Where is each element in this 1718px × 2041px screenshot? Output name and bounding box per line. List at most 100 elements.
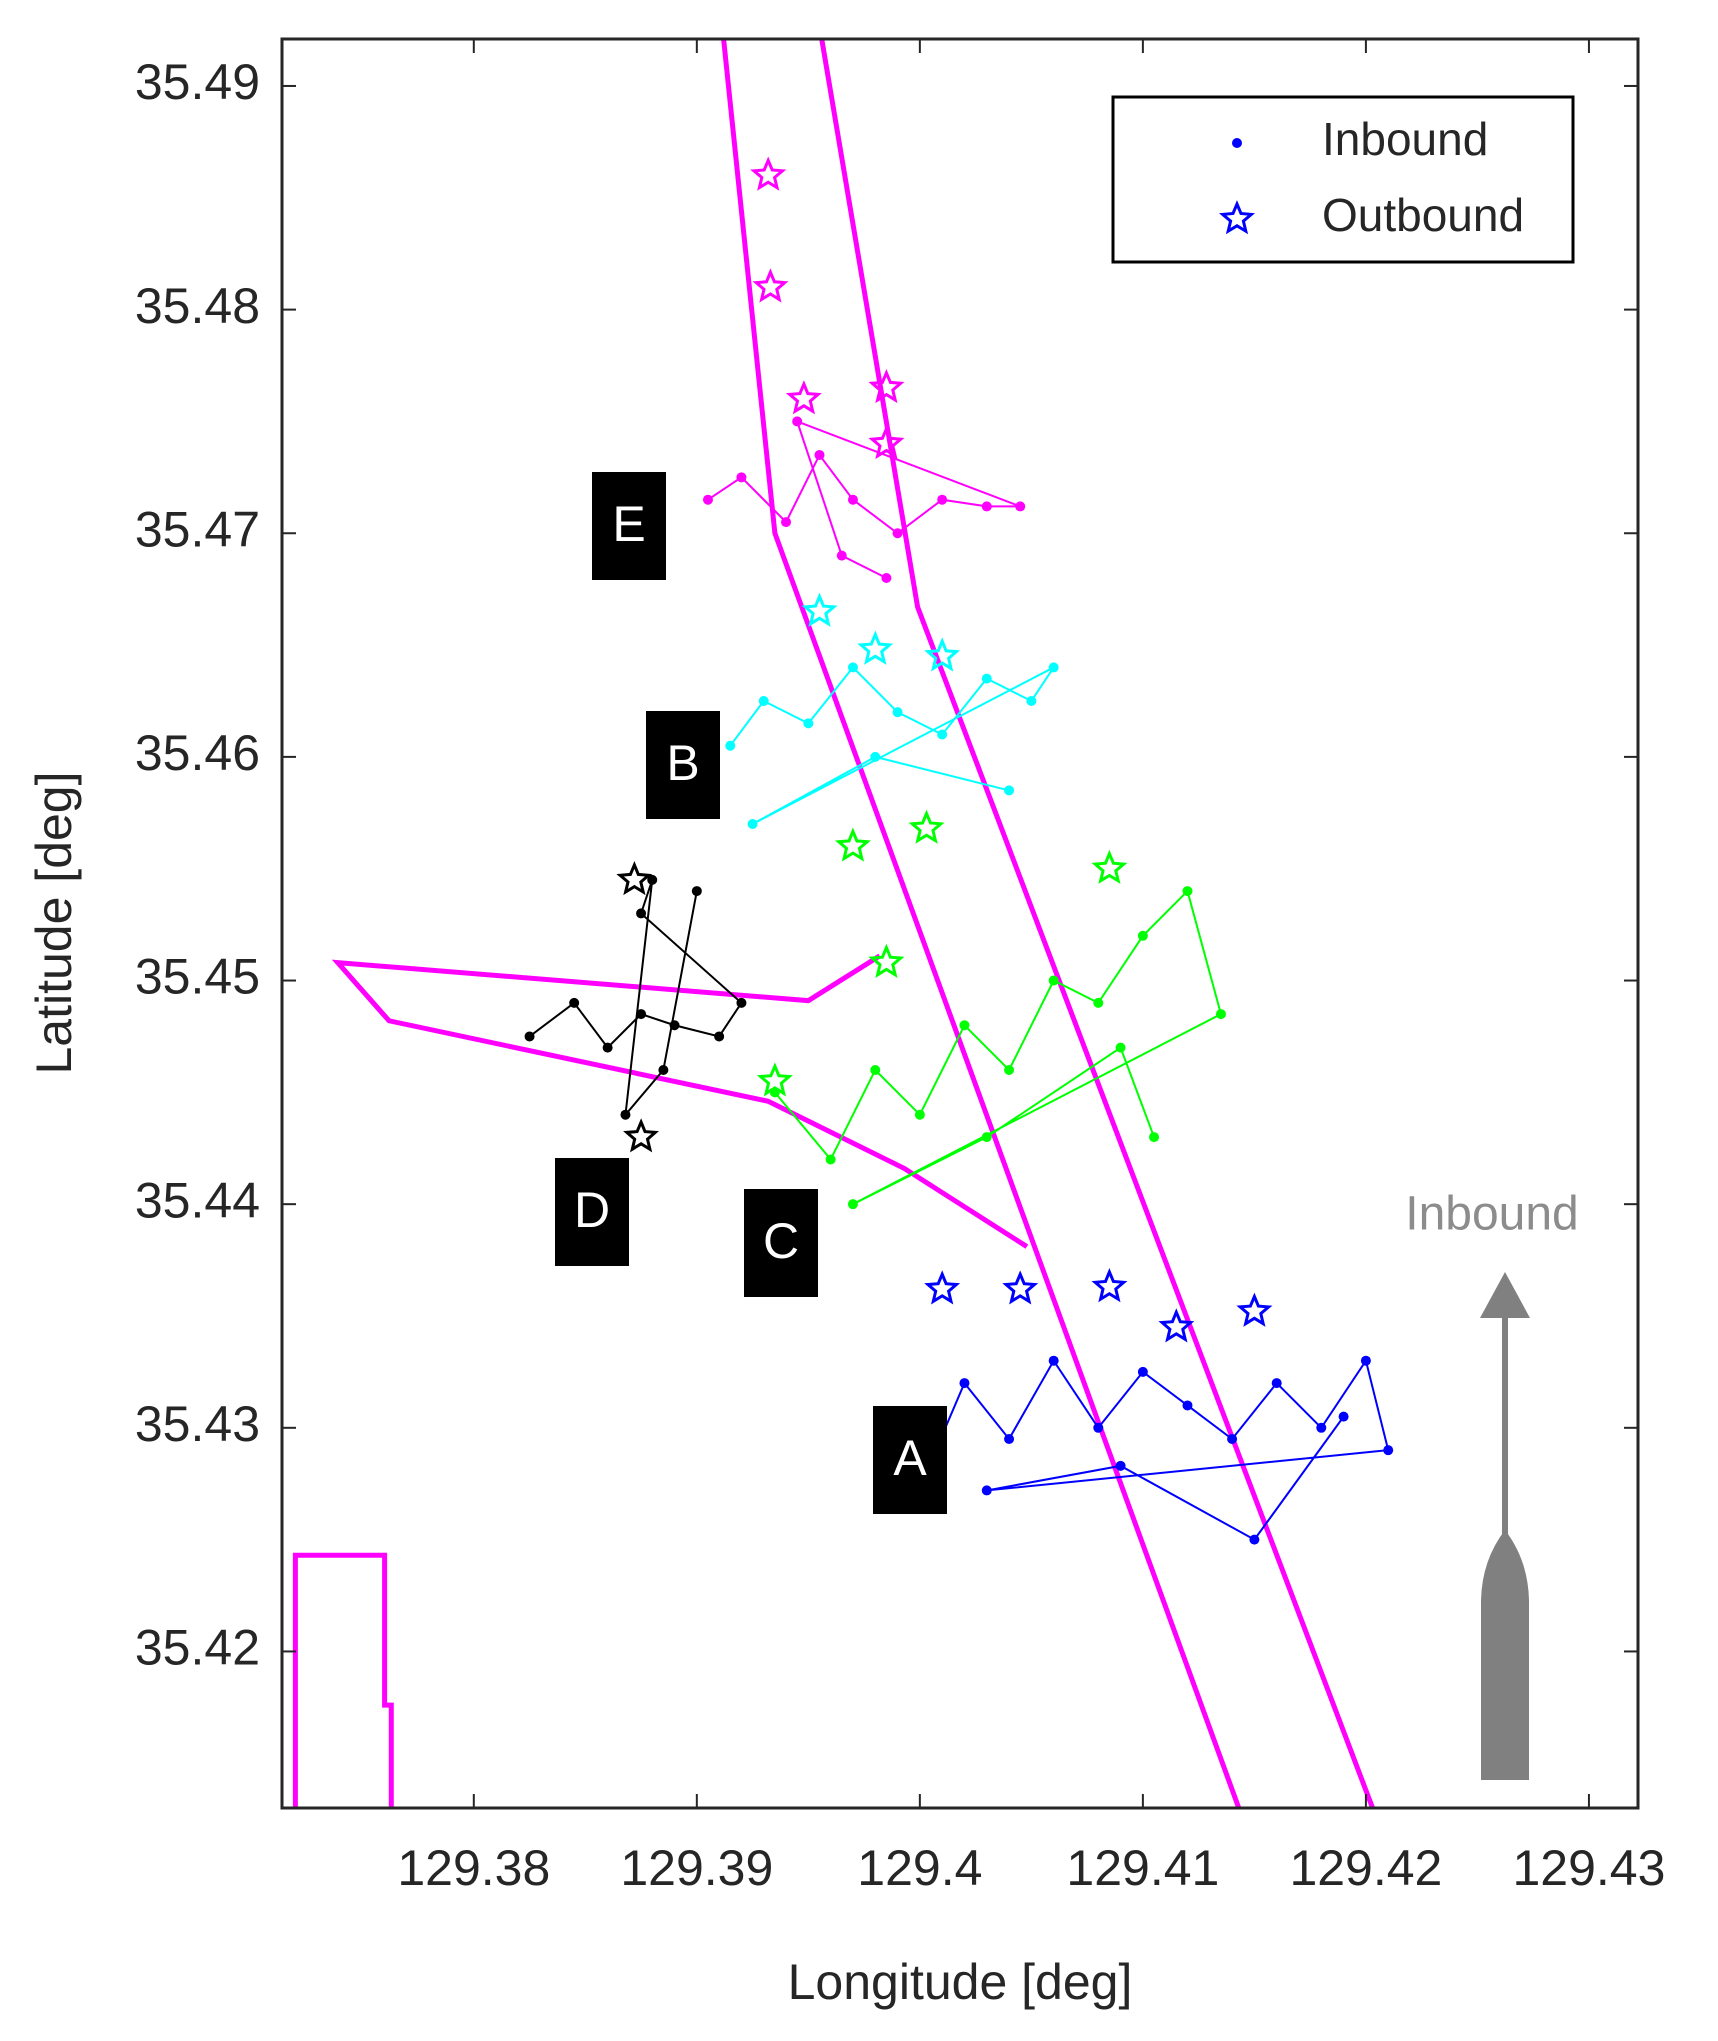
inbound-point [1048,1355,1059,1366]
y-tick-label: 35.45 [135,949,260,1005]
outbound-point [834,827,871,862]
inbound-point [1137,930,1148,941]
inbound-point [1360,1355,1371,1366]
outbound-point [785,380,822,415]
y-tick-label: 35.46 [135,725,260,781]
inbound-point [1383,1445,1394,1456]
cluster-label-box [873,1406,947,1514]
inbound-point [725,740,736,751]
track [528,879,743,1118]
plot-area [292,39,1394,1808]
outbound-point [623,1118,659,1153]
inbound-point [1115,1042,1126,1053]
inbound-point [736,472,747,483]
outbound-point [1002,1270,1039,1305]
inbound-point [892,528,903,539]
inbound-point [892,707,903,718]
direction-label: Inbound [1405,1188,1579,1241]
outbound-point [1091,1267,1128,1303]
inbound-point [814,449,825,460]
inbound-point [1316,1422,1327,1433]
outbound-point [868,943,905,978]
y-tick-label: 35.43 [135,1396,260,1452]
inbound-point [1271,1378,1282,1389]
outbound-point [752,268,789,303]
legend-box [1111,95,1575,264]
inbound-point [870,1064,881,1075]
x-tick-label: 129.41 [1066,1840,1219,1896]
vessel-icon [1481,1530,1529,1780]
outbound-point [1158,1308,1195,1343]
cluster-label: B [666,735,699,791]
x-tick-label: 129.38 [397,1840,550,1896]
inbound-point [1093,1422,1104,1433]
legend-marker [1232,138,1242,148]
inbound-point [1004,785,1015,796]
outbound-point [1091,849,1128,884]
outbound-point [616,860,653,896]
inbound-point [959,1020,970,1031]
inbound-point [959,1378,970,1389]
inbound-point [758,695,769,706]
inbound-point [847,494,858,505]
inbound-point [847,1199,858,1210]
x-tick-label: 129.4 [857,1840,982,1896]
y-tick-label: 35.47 [135,501,260,557]
track [774,889,1223,1206]
cluster-label-box [592,472,666,580]
y-axis-label: Latitude [deg] [26,771,82,1074]
inbound-point [1093,997,1104,1008]
outbound-point [868,369,905,404]
inbound-point [747,818,758,829]
inbound-point [1026,695,1037,706]
outbound-point [750,156,787,191]
outbound-point [801,592,838,627]
legend-label: Inbound [1322,113,1488,165]
inbound-point [1048,662,1059,673]
outbound-point [924,637,961,672]
inbound-point [647,874,658,885]
x-tick-label: 129.43 [1512,1840,1665,1896]
channel-line [331,953,1029,1249]
y-tick-label: 35.42 [135,1620,260,1676]
inbound-point [1215,1009,1226,1020]
x-tick-label: 129.42 [1289,1840,1442,1896]
inbound-point [669,1020,680,1031]
outbound-point [908,809,945,844]
inbound-point [1182,1400,1193,1411]
inbound-point [1115,1460,1126,1471]
inbound-point [636,908,647,919]
inbound-point [1004,1433,1015,1444]
inbound-point [1004,1064,1015,1075]
inbound-point [781,517,792,528]
outbound-point [1236,1292,1273,1327]
inbound-point [691,886,702,897]
outbound-point [756,1062,793,1097]
outbound-point [857,630,894,665]
inbound-point [524,1031,535,1042]
y-tick-label: 35.49 [135,54,260,110]
cluster-label-box [744,1189,818,1297]
legend-label: Outbound [1322,189,1524,241]
y-tick-label: 35.48 [135,278,260,334]
inbound-point [658,1064,669,1075]
inbound-point [825,1154,836,1165]
outbound-point [868,424,905,460]
inbound-point [870,751,881,762]
inbound-point [981,501,992,512]
inbound-point [602,1042,613,1053]
axes-box [280,37,1640,1810]
channel-line [721,39,1242,1808]
inbound-point [981,1132,992,1143]
inbound-point [881,572,892,583]
legend-marker [1218,200,1256,235]
cluster-label-box [555,1158,629,1266]
cluster-label: A [893,1430,927,1486]
outbound-point [924,1270,961,1305]
cluster-label: E [612,496,645,552]
inbound-point [937,729,948,740]
inbound-point [792,416,803,427]
cluster-label: C [763,1213,799,1269]
track [729,665,1055,825]
